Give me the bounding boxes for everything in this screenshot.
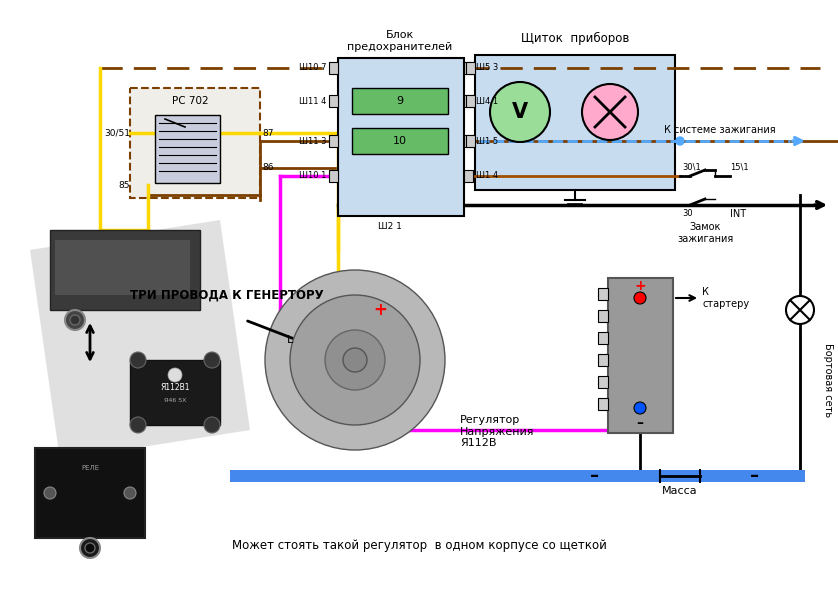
Bar — [130, 88, 260, 198]
Text: РЕЛЕ: РЕЛЕ — [81, 465, 99, 471]
Circle shape — [204, 417, 220, 433]
Circle shape — [634, 292, 646, 304]
Bar — [598, 332, 608, 344]
Text: К системе зажигания: К системе зажигания — [665, 125, 776, 135]
Bar — [35, 448, 145, 538]
Circle shape — [634, 402, 646, 414]
Text: V: V — [512, 102, 528, 122]
Bar — [475, 55, 675, 190]
Text: Я46 5Х: Я46 5Х — [163, 398, 186, 403]
Text: К
стартеру: К стартеру — [702, 287, 749, 309]
Bar — [598, 354, 608, 366]
Circle shape — [70, 315, 80, 325]
Text: Я112В1: Я112В1 — [160, 383, 189, 392]
Text: Ш4 1: Ш4 1 — [476, 97, 498, 106]
Bar — [50, 230, 200, 310]
Bar — [464, 62, 473, 74]
Text: ТРИ ПРОВОДА К ГЕНЕРТОРУ: ТРИ ПРОВОДА К ГЕНЕРТОРУ — [130, 288, 323, 301]
Text: Ш11 4: Ш11 4 — [298, 97, 326, 106]
Text: INT: INT — [730, 209, 746, 219]
Text: РС 702: РС 702 — [172, 96, 209, 106]
Bar — [338, 58, 464, 216]
Bar — [598, 398, 608, 410]
Polygon shape — [30, 220, 250, 460]
Text: Щиток  приборов: Щиток приборов — [520, 32, 629, 45]
Text: Может стоять такой регулятор  в одном корпусе со щеткой: Может стоять такой регулятор в одном кор… — [231, 538, 607, 552]
Bar — [352, 88, 448, 114]
Bar — [329, 170, 338, 182]
Circle shape — [80, 538, 100, 558]
Text: Ш10 1: Ш10 1 — [298, 171, 326, 180]
Bar — [329, 95, 338, 107]
Bar — [464, 135, 473, 147]
Circle shape — [65, 310, 85, 330]
Text: 30/51: 30/51 — [104, 128, 130, 137]
Bar — [155, 115, 220, 183]
Text: Ш1 5: Ш1 5 — [476, 137, 498, 146]
Text: +: + — [634, 279, 646, 293]
Circle shape — [325, 330, 385, 390]
Circle shape — [168, 368, 182, 382]
Text: –: – — [751, 467, 759, 485]
Circle shape — [290, 295, 420, 425]
Bar — [130, 360, 220, 425]
Text: Ш1 4: Ш1 4 — [476, 171, 498, 180]
Text: L: L — [287, 335, 293, 345]
Text: Ш5 3: Ш5 3 — [476, 63, 499, 72]
Bar — [230, 470, 805, 482]
Bar — [329, 135, 338, 147]
Circle shape — [124, 487, 136, 499]
Text: –: – — [637, 416, 644, 430]
Bar — [598, 376, 608, 388]
Bar — [598, 310, 608, 322]
Text: +: + — [373, 301, 387, 319]
Text: 87: 87 — [262, 128, 273, 137]
Text: Замок
зажигания: Замок зажигания — [677, 222, 733, 244]
Bar — [466, 62, 475, 74]
Text: Масса: Масса — [662, 486, 698, 496]
Bar — [598, 288, 608, 300]
Bar — [55, 240, 190, 295]
Bar — [352, 128, 448, 154]
Bar — [608, 278, 673, 433]
Circle shape — [204, 352, 220, 368]
Circle shape — [130, 352, 146, 368]
Text: Регулятор
Напряжения
Я112В: Регулятор Напряжения Я112В — [460, 415, 535, 448]
Circle shape — [490, 82, 550, 142]
Text: Ш10 7: Ш10 7 — [298, 63, 326, 72]
Bar — [329, 62, 338, 74]
Text: 9: 9 — [396, 96, 404, 106]
Text: 10: 10 — [393, 136, 407, 146]
Text: 15\1: 15\1 — [730, 163, 748, 172]
Circle shape — [130, 417, 146, 433]
Circle shape — [582, 84, 638, 140]
Circle shape — [85, 543, 95, 553]
Bar — [464, 170, 473, 182]
Circle shape — [786, 296, 814, 324]
Text: 30: 30 — [682, 209, 693, 218]
Circle shape — [265, 270, 445, 450]
Text: 30\1: 30\1 — [682, 163, 701, 172]
Circle shape — [676, 137, 684, 145]
Circle shape — [343, 348, 367, 372]
Text: –: – — [591, 467, 599, 485]
Text: Бортовая сеть: Бортовая сеть — [823, 343, 833, 417]
Text: Ш11 3: Ш11 3 — [298, 137, 326, 146]
Text: Ш2 1: Ш2 1 — [378, 222, 402, 231]
Text: 86: 86 — [262, 164, 273, 173]
Bar — [466, 135, 475, 147]
Text: Блок
предохранителей: Блок предохранителей — [348, 30, 453, 53]
Circle shape — [44, 487, 56, 499]
Bar — [464, 95, 473, 107]
Bar — [466, 95, 475, 107]
Text: 85: 85 — [118, 180, 130, 189]
